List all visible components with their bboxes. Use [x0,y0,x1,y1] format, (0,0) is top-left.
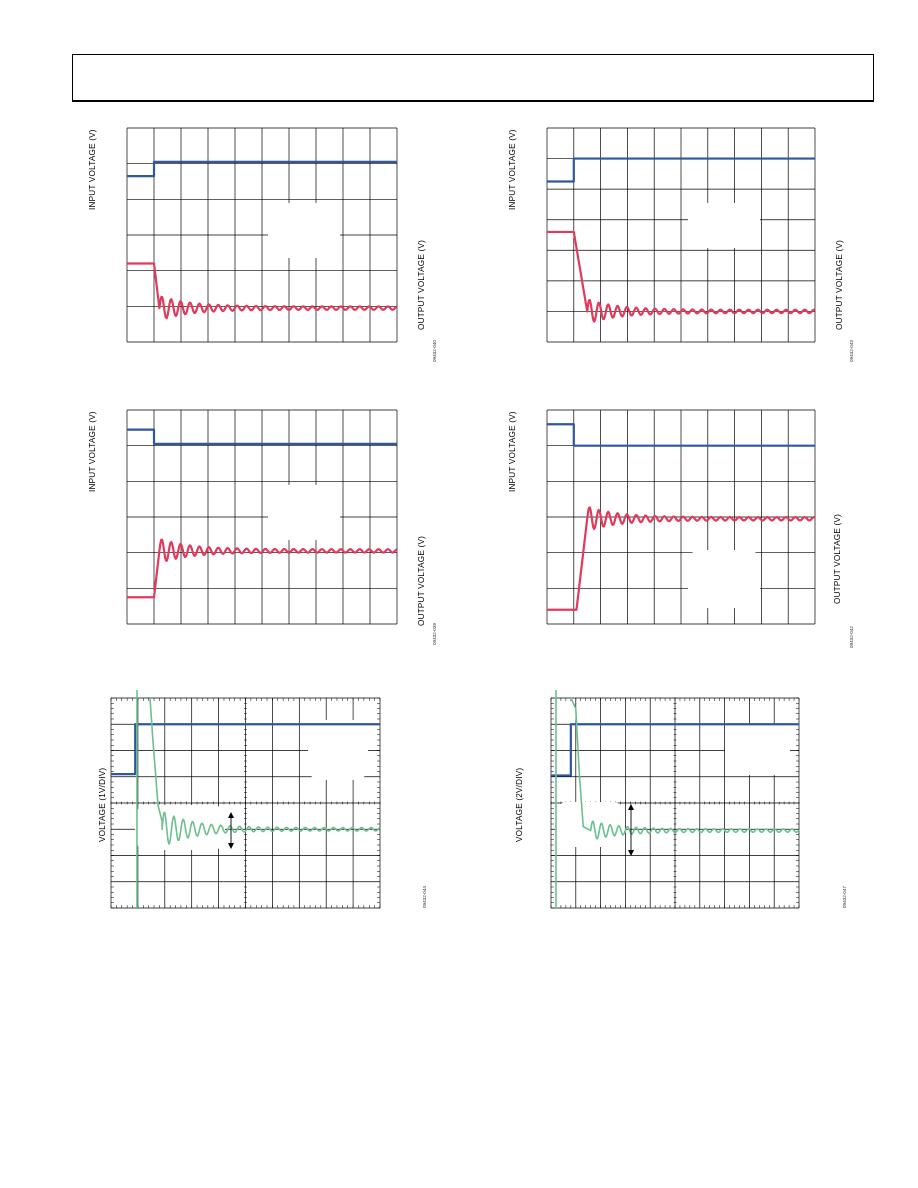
series-line-1 [127,428,397,445]
ylabel-voltage: VOLTAGE (1V/DIV) [98,767,107,842]
series-line-2 [547,506,816,611]
blank-region [688,203,760,248]
figure-id: 09432-044 [422,886,427,908]
settling-arrow [228,812,234,849]
ylabel-voltage: VOLTAGE (2V/DIV) [515,767,524,842]
ylabel-output-voltage: OUTPUT VOLTAGE (V) [835,239,844,330]
ylabel-output-voltage: OUTPUT VOLTAGE (V) [417,535,426,626]
ylabel-input-voltage: INPUT VOLTAGE (V) [88,411,97,492]
blank-region [725,725,790,775]
blank-region [268,485,340,540]
page-header-box [72,54,874,102]
series-line-2 [127,538,398,599]
blank-region [688,550,760,608]
blank-region [268,203,340,258]
blank-region [308,720,368,780]
blank-region [135,805,225,850]
chart-fig-4: INPUT VOLTAGE (V) OUTPUT VOLTAGE (V) 094… [500,400,870,650]
chart-fig-5: VOLTAGE (1V/DIV) 09432-044 [90,690,450,920]
arrow-head-up [628,804,634,810]
minor-ticks [110,697,381,909]
series-line-2 [149,697,381,845]
chart-fig-6: VOLTAGE (2V/DIV) 09432-047 [510,690,870,920]
arrow-head-down [228,843,234,849]
series-line-2 [127,262,398,320]
arrow-head-up [228,812,234,818]
plot-fig-5 [110,690,381,909]
plot-fig-6 [550,690,800,909]
ylabel-output-voltage: OUTPUT VOLTAGE (V) [833,513,842,604]
series-line-2 [570,697,800,840]
grid [126,409,398,625]
figure-id: 09432-040 [432,340,437,362]
series-line-1 [127,160,397,178]
ylabel-input-voltage: INPUT VOLTAGE (V) [88,129,97,210]
series-line-2 [547,230,816,323]
series-line-1 [111,723,380,776]
settling-arrow [628,804,634,856]
figure-id: 09432-042 [849,626,854,648]
ylabel-input-voltage: INPUT VOLTAGE (V) [508,129,517,210]
plot-fig-1 [126,127,398,343]
chart-fig-3: INPUT VOLTAGE (V) OUTPUT VOLTAGE (V) 094… [80,400,450,650]
arrow-head-down [628,850,634,856]
plot-fig-3 [126,409,398,625]
figure-id: 09432-047 [842,886,847,908]
series-line-1 [547,423,815,447]
plot-fig-2 [546,127,816,343]
minor-ticks [550,697,800,909]
chart-fig-1: INPUT VOLTAGE (V) OUTPUT VOLTAGE (V) 094… [80,118,450,368]
blank-region [555,802,625,847]
figure-id: 09432-039 [432,623,437,645]
plot-fig-4 [546,409,816,625]
ylabel-output-voltage: OUTPUT VOLTAGE (V) [417,239,426,330]
ylabel-input-voltage: INPUT VOLTAGE (V) [508,411,517,492]
figure-id: 09432-043 [849,340,854,362]
series-line-1 [551,723,799,777]
series-line-1 [547,157,815,183]
chart-fig-2: INPUT VOLTAGE (V) OUTPUT VOLTAGE (V) 094… [500,118,870,368]
